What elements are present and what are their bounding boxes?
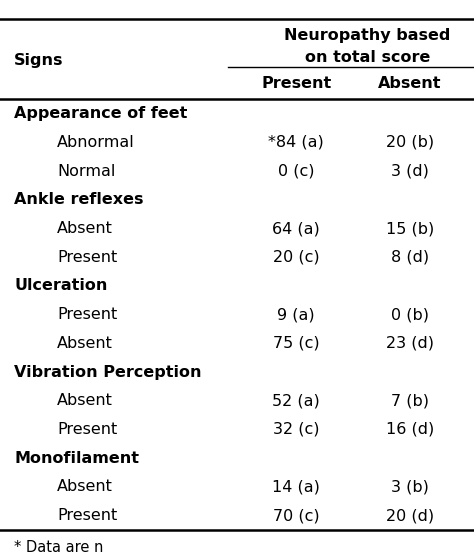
Text: 64 (a): 64 (a): [273, 221, 320, 236]
Text: Present: Present: [57, 508, 117, 523]
Text: 7 (b): 7 (b): [391, 393, 429, 408]
Text: 20 (b): 20 (b): [386, 135, 434, 150]
Text: Present: Present: [57, 422, 117, 437]
Text: 0 (c): 0 (c): [278, 163, 315, 179]
Text: * Data are n: * Data are n: [14, 540, 104, 552]
Text: Ulceration: Ulceration: [14, 278, 108, 294]
Text: Absent: Absent: [57, 336, 113, 351]
Text: Vibration Perception: Vibration Perception: [14, 364, 202, 380]
Text: Neuropathy based: Neuropathy based: [284, 28, 451, 43]
Text: Absent: Absent: [57, 221, 113, 236]
Text: 52 (a): 52 (a): [273, 393, 320, 408]
Text: Absent: Absent: [57, 393, 113, 408]
Text: 8 (d): 8 (d): [391, 250, 429, 265]
Text: Absent: Absent: [57, 479, 113, 495]
Text: 16 (d): 16 (d): [386, 422, 434, 437]
Text: Present: Present: [57, 307, 117, 322]
Text: Monofilament: Monofilament: [14, 450, 139, 466]
Text: 23 (d): 23 (d): [386, 336, 434, 351]
Text: 15 (b): 15 (b): [386, 221, 434, 236]
Text: 20 (d): 20 (d): [386, 508, 434, 523]
Text: Ankle reflexes: Ankle reflexes: [14, 192, 144, 208]
Text: Absent: Absent: [378, 76, 442, 91]
Text: Abnormal: Abnormal: [57, 135, 135, 150]
Text: 32 (c): 32 (c): [273, 422, 319, 437]
Text: 20 (c): 20 (c): [273, 250, 319, 265]
Text: 14 (a): 14 (a): [272, 479, 320, 495]
Text: 0 (b): 0 (b): [391, 307, 429, 322]
Text: Present: Present: [261, 76, 331, 91]
Text: Signs: Signs: [14, 54, 64, 68]
Text: 3 (b): 3 (b): [391, 479, 429, 495]
Text: Normal: Normal: [57, 163, 115, 179]
Text: 70 (c): 70 (c): [273, 508, 319, 523]
Text: *84 (a): *84 (a): [268, 135, 324, 150]
Text: 9 (a): 9 (a): [277, 307, 315, 322]
Text: 75 (c): 75 (c): [273, 336, 319, 351]
Text: on total score: on total score: [305, 50, 430, 65]
Text: Appearance of feet: Appearance of feet: [14, 106, 188, 121]
Text: Present: Present: [57, 250, 117, 265]
Text: 3 (d): 3 (d): [391, 163, 429, 179]
